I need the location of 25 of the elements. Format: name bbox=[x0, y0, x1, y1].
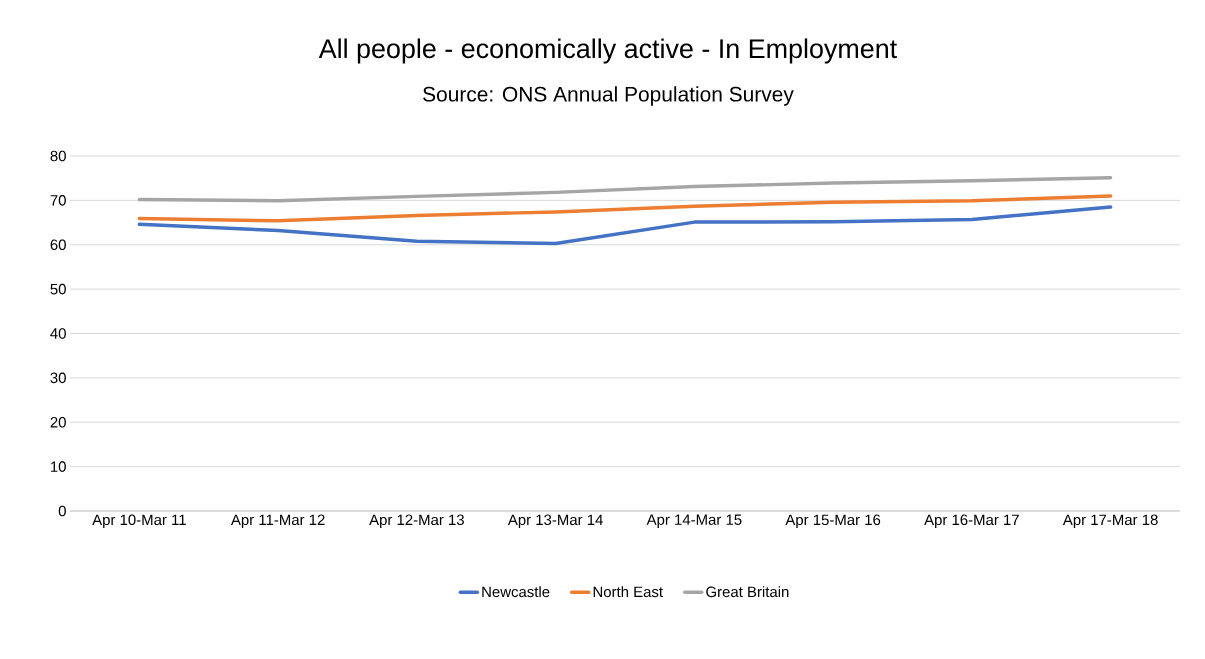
y-tick-label: 20 bbox=[50, 416, 66, 428]
legend-label: Newcastle bbox=[482, 586, 550, 598]
line-series bbox=[137, 194, 1113, 223]
x-tick-label: Apr 12-Mar 13 bbox=[369, 514, 464, 529]
x-tick-label: Apr 17-Mar 18 bbox=[1062, 514, 1158, 529]
y-tick-label: 40 bbox=[50, 328, 66, 339]
x-tick-label: Apr 10-Mar 11 bbox=[92, 514, 186, 529]
y-tick-label: 70 bbox=[50, 195, 66, 206]
legend-label: North East bbox=[593, 586, 663, 598]
y-tick-label: 80 bbox=[50, 150, 66, 162]
chart-title: All people - economically active - In Employment bbox=[318, 38, 897, 64]
y-tick-label: 60 bbox=[50, 239, 66, 251]
line-series bbox=[137, 175, 1113, 203]
legend-label: Great Britain bbox=[706, 586, 789, 598]
x-tick-label: Apr 11-Mar 12 bbox=[230, 514, 325, 529]
y-tick-label: 30 bbox=[50, 372, 66, 384]
y-tick-label: 50 bbox=[50, 283, 66, 295]
x-tick-label: Apr 14-Mar 15 bbox=[646, 514, 742, 528]
x-tick-label: Apr 16-Mar 17 bbox=[924, 514, 1019, 529]
chart-subtitle: Source: ONS Annual Population Survey bbox=[423, 86, 794, 106]
y-tick-label: 10 bbox=[51, 461, 66, 472]
y-tick-label: 0 bbox=[58, 505, 66, 517]
x-tick-label: Apr 15-Mar 16 bbox=[785, 514, 881, 529]
x-tick-label: Apr 13-Mar 14 bbox=[507, 514, 603, 529]
line-series bbox=[137, 205, 1113, 246]
